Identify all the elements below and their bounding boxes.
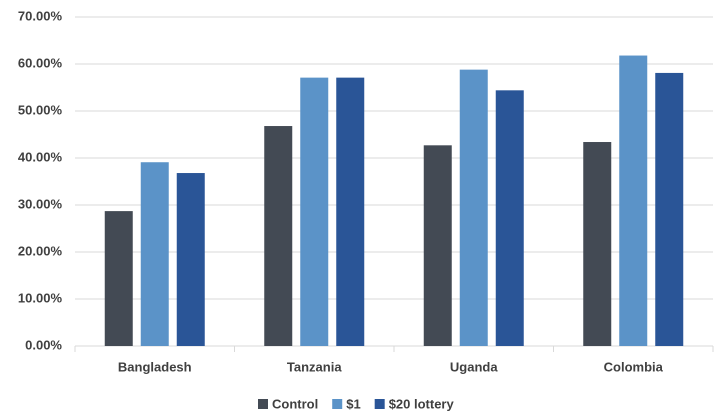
y-tick-label: 60.00% bbox=[18, 55, 63, 70]
bar bbox=[655, 72, 684, 347]
y-tick-label: 30.00% bbox=[18, 196, 63, 211]
legend-swatch bbox=[258, 399, 268, 409]
legend-label: Control bbox=[272, 396, 318, 411]
bar bbox=[336, 77, 365, 346]
bar bbox=[619, 55, 648, 346]
y-tick-label: 10.00% bbox=[18, 290, 63, 305]
bar bbox=[104, 211, 133, 346]
y-tick-label: 0.00% bbox=[25, 337, 62, 352]
x-tick-label: Colombia bbox=[604, 359, 664, 374]
bar bbox=[176, 173, 205, 346]
bar bbox=[583, 142, 612, 346]
bar bbox=[140, 162, 169, 346]
y-tick-label: 20.00% bbox=[18, 243, 63, 258]
legend-label: $1 bbox=[346, 396, 360, 411]
bar bbox=[423, 145, 452, 346]
bar bbox=[495, 90, 524, 346]
bar bbox=[264, 126, 293, 346]
bar bbox=[459, 69, 488, 346]
legend-swatch bbox=[332, 399, 343, 409]
legend-swatch bbox=[374, 399, 385, 409]
x-tick-label: Bangladesh bbox=[118, 359, 192, 374]
y-tick-label: 40.00% bbox=[18, 149, 63, 164]
legend-label: $20 lottery bbox=[389, 396, 455, 411]
x-tick-label: Uganda bbox=[450, 359, 498, 374]
y-tick-label: 70.00% bbox=[18, 8, 63, 23]
x-tick-label: Tanzania bbox=[287, 359, 342, 374]
y-tick-label: 50.00% bbox=[18, 102, 63, 117]
bar bbox=[300, 77, 329, 346]
